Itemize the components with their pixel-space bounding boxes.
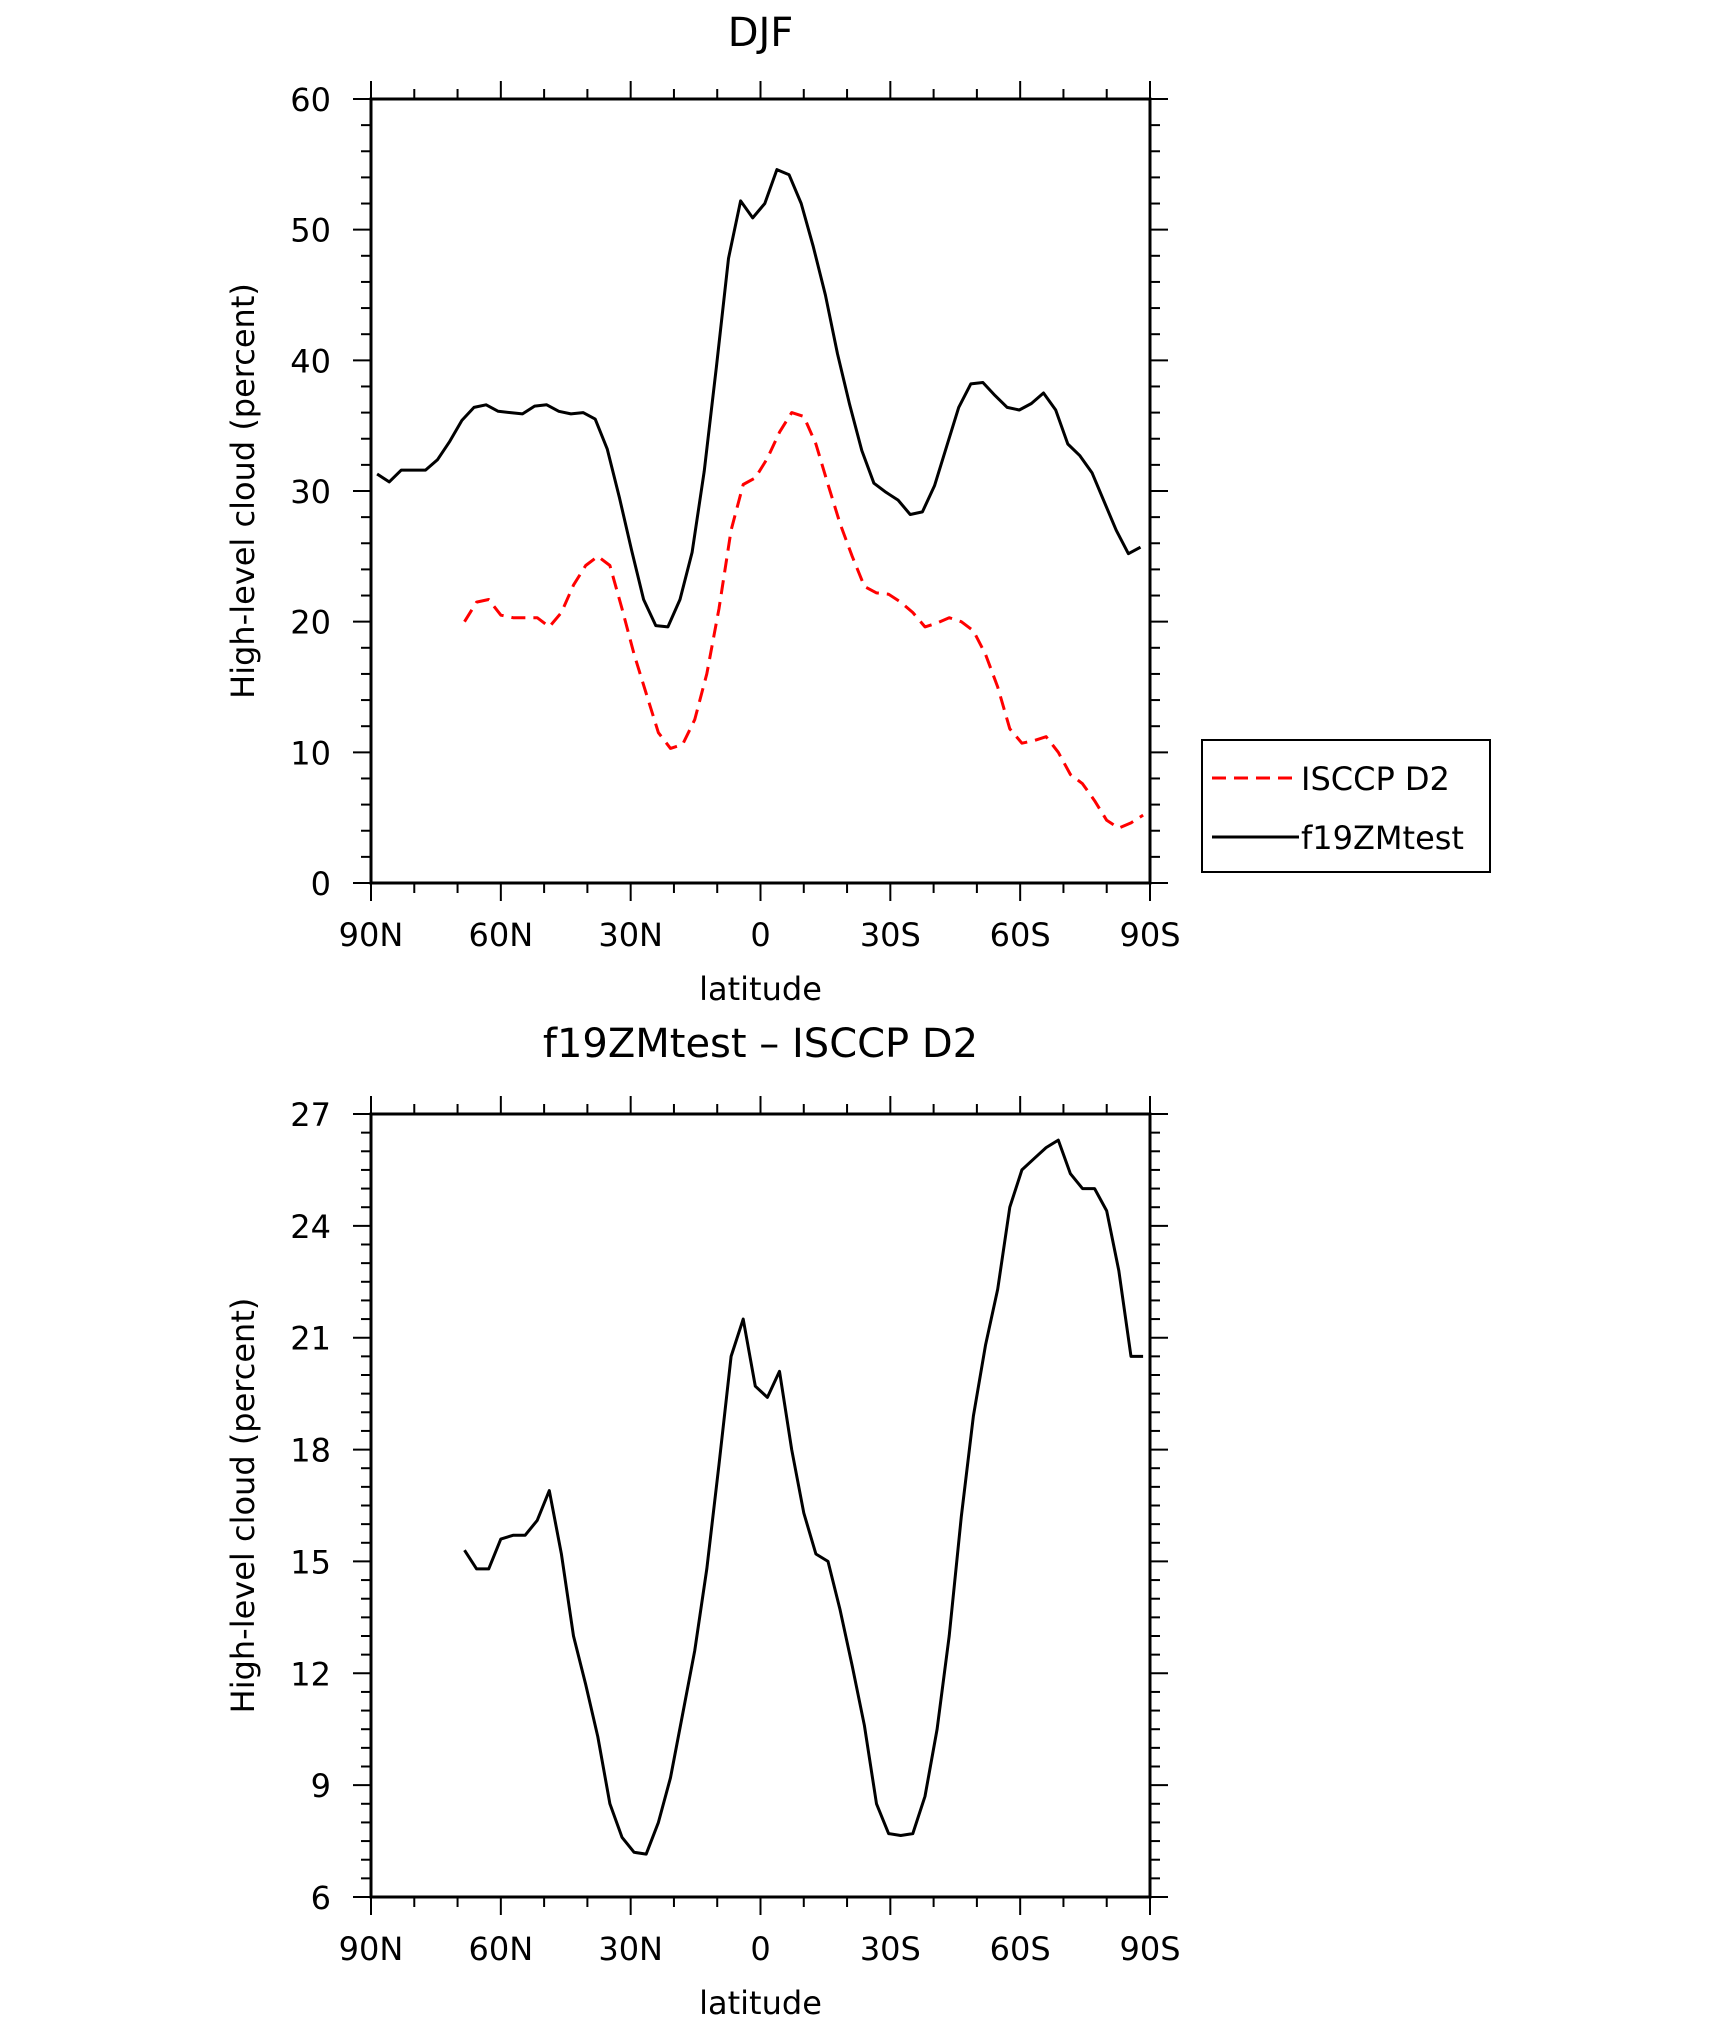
y-tick-label: 40 [290,342,331,380]
y-tick-label: 24 [290,1208,331,1246]
legend: ISCCP D2 f19ZMtest [1201,739,1491,873]
x-tick-label: 60N [469,916,534,954]
y-tick-label: 60 [290,81,331,119]
x-axis-label: latitude [699,970,822,1008]
legend-label: f19ZMtest [1301,819,1464,857]
x-tick-label: 60N [469,1930,534,1968]
y-axis-label: High-level cloud (percent) [224,283,262,699]
y-tick-label: 12 [290,1655,331,1693]
x-tick-label: 30S [860,916,921,954]
legend-box [1201,739,1491,873]
y-tick-label: 27 [290,1096,331,1134]
x-tick-label: 30N [598,916,663,954]
legend-label: ISCCP D2 [1301,760,1450,798]
y-tick-label: 15 [290,1543,331,1581]
chart-title: f19ZMtest – ISCCP D2 [543,1021,978,1067]
top-panel: DJF 90N 60N 30N 0 30S 60S 90S 0 10 20 30 40 50 60 latit… [224,10,1491,1008]
chart-title: DJF [728,10,794,56]
y-tick-label: 9 [311,1767,331,1805]
x-tick-label: 90N [339,1930,404,1968]
y-tick-label: 18 [290,1432,331,1470]
y-tick-label: 0 [311,865,331,903]
y-tick-label: 6 [311,1879,331,1917]
x-tick-label: 90N [339,916,404,954]
y-axis-label: High-level cloud (percent) [224,1298,262,1714]
x-tick-label: 60S [990,916,1051,954]
series-line-difference [463,1138,1144,1856]
plot-frame [369,97,1152,885]
x-tick-label: 90S [1119,916,1180,954]
x-tick-label: 0 [750,916,770,954]
x-axis-label: latitude [699,1984,822,2021]
x-tick-label: 0 [750,1930,770,1968]
y-tick-label: 21 [290,1320,331,1358]
series-line-isccp-d2 [463,411,1144,830]
x-tick-label: 90S [1119,1930,1180,1968]
y-tick-label: 50 [290,212,331,250]
y-tick-label: 30 [290,473,331,511]
x-tick-label: 30S [860,1930,921,1968]
x-tick-label: 30N [598,1930,663,1968]
x-tick-label: 60S [990,1930,1051,1968]
bottom-panel: f19ZMtest – ISCCP D2 90N 60N 30N 0 30S 60S 90S 6… [224,1021,1181,2021]
series-line-f19zmtest [376,168,1142,629]
y-tick-label: 20 [290,604,331,642]
plot-frame [369,1112,1152,1899]
y-tick-label: 10 [290,734,331,772]
